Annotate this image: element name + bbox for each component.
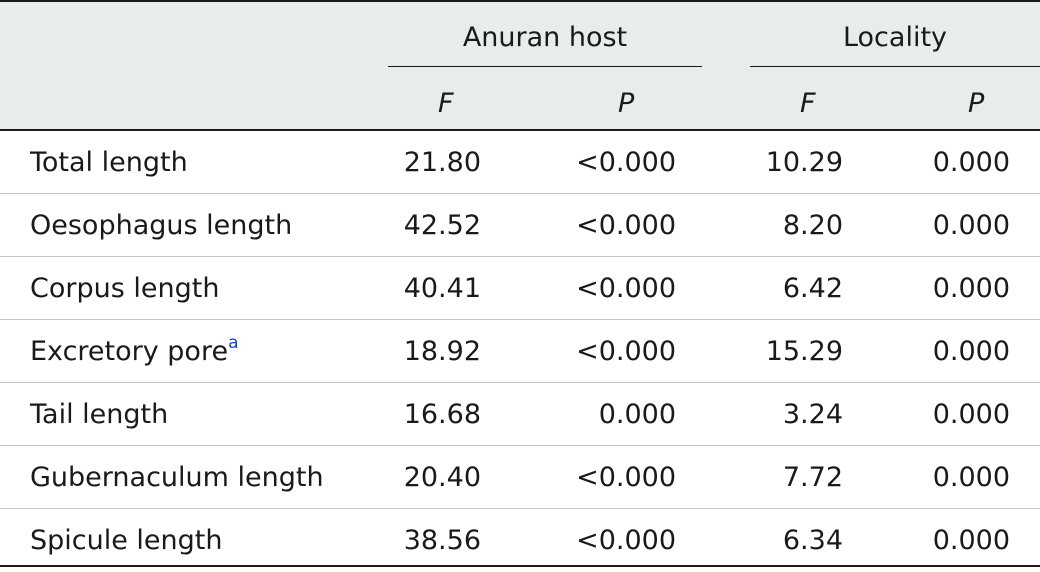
row-label: Excretory porea bbox=[30, 334, 239, 370]
table-row: Spicule length 38.56 <0.000 6.34 0.000 bbox=[0, 509, 1040, 572]
cell-locality-f: 8.20 bbox=[782, 210, 843, 241]
cell-locality-p: 0.000 bbox=[932, 336, 1010, 367]
group-underline-locality bbox=[750, 66, 1040, 67]
cell-locality-p: 0.000 bbox=[932, 462, 1010, 493]
cell-host-p: <0.000 bbox=[576, 336, 676, 367]
cell-locality-p: 0.000 bbox=[932, 525, 1010, 556]
table-row: Tail length 16.68 0.000 3.24 0.000 bbox=[0, 383, 1040, 446]
cell-host-p: <0.000 bbox=[576, 525, 676, 556]
row-divider bbox=[0, 382, 1040, 383]
cell-locality-p: 0.000 bbox=[932, 273, 1010, 304]
cell-locality-f: 10.29 bbox=[765, 147, 843, 178]
group-header-locality: Locality bbox=[842, 22, 948, 53]
row-divider bbox=[0, 319, 1040, 320]
cell-host-p: <0.000 bbox=[576, 462, 676, 493]
subheader-host-f: F bbox=[438, 88, 454, 119]
row-divider bbox=[0, 256, 1040, 257]
cell-host-p: 0.000 bbox=[598, 399, 676, 430]
table-row: Total length 21.80 <0.000 10.29 0.000 bbox=[0, 131, 1040, 194]
footnote-marker[interactable]: a bbox=[228, 333, 239, 353]
table-bottom-rule bbox=[0, 565, 1040, 567]
cell-host-f: 21.80 bbox=[403, 147, 481, 178]
subheader-locality-p: P bbox=[968, 88, 985, 119]
row-divider bbox=[0, 445, 1040, 446]
cell-host-p: <0.000 bbox=[576, 147, 676, 178]
cell-locality-f: 6.34 bbox=[782, 525, 843, 556]
subheader-host-p: P bbox=[618, 88, 635, 119]
subheader-locality-f: F bbox=[800, 88, 816, 119]
cell-host-p: <0.000 bbox=[576, 210, 676, 241]
row-label-text: Tail length bbox=[30, 399, 169, 430]
table-row: Excretory porea 18.92 <0.000 15.29 0.000 bbox=[0, 320, 1040, 383]
row-label-text: Total length bbox=[30, 147, 188, 178]
cell-locality-f: 3.24 bbox=[782, 399, 843, 430]
group-header-anuran-host: Anuran host bbox=[462, 22, 628, 53]
row-label: Spicule length bbox=[30, 523, 223, 559]
header-rule bbox=[0, 129, 1040, 131]
table-header: Anuran host Locality F P F P bbox=[0, 2, 1040, 130]
table-row: Gubernaculum length 20.40 <0.000 7.72 0.… bbox=[0, 446, 1040, 509]
row-label: Total length bbox=[30, 145, 188, 181]
cell-locality-p: 0.000 bbox=[932, 399, 1010, 430]
cell-host-f: 16.68 bbox=[403, 399, 481, 430]
cell-host-f: 40.41 bbox=[403, 273, 481, 304]
row-label-text: Corpus length bbox=[30, 273, 220, 304]
row-label: Tail length bbox=[30, 397, 168, 433]
row-label-text: Spicule length bbox=[30, 525, 223, 556]
cell-locality-f: 6.42 bbox=[782, 273, 843, 304]
row-label: Gubernaculum length bbox=[30, 460, 324, 496]
row-label-text: Gubernaculum length bbox=[30, 462, 324, 493]
cell-locality-p: 0.000 bbox=[932, 147, 1010, 178]
cell-host-f: 18.92 bbox=[403, 336, 481, 367]
group-underline-anuran-host bbox=[388, 66, 702, 67]
cell-locality-f: 15.29 bbox=[765, 336, 843, 367]
row-divider bbox=[0, 508, 1040, 509]
row-label-text: Excretory pore bbox=[30, 336, 229, 367]
row-divider bbox=[0, 193, 1040, 194]
cell-host-f: 20.40 bbox=[403, 462, 481, 493]
cell-locality-f: 7.72 bbox=[782, 462, 843, 493]
table-row: Corpus length 40.41 <0.000 6.42 0.000 bbox=[0, 257, 1040, 320]
row-label: Corpus length bbox=[30, 271, 219, 307]
cell-host-p: <0.000 bbox=[576, 273, 676, 304]
cell-host-f: 42.52 bbox=[403, 210, 481, 241]
row-label: Oesophagus length bbox=[30, 208, 292, 244]
table-row: Oesophagus length 42.52 <0.000 8.20 0.00… bbox=[0, 194, 1040, 257]
table-top-rule bbox=[0, 0, 1040, 2]
cell-host-f: 38.56 bbox=[403, 525, 481, 556]
row-label-text: Oesophagus length bbox=[30, 210, 293, 241]
cell-locality-p: 0.000 bbox=[932, 210, 1010, 241]
